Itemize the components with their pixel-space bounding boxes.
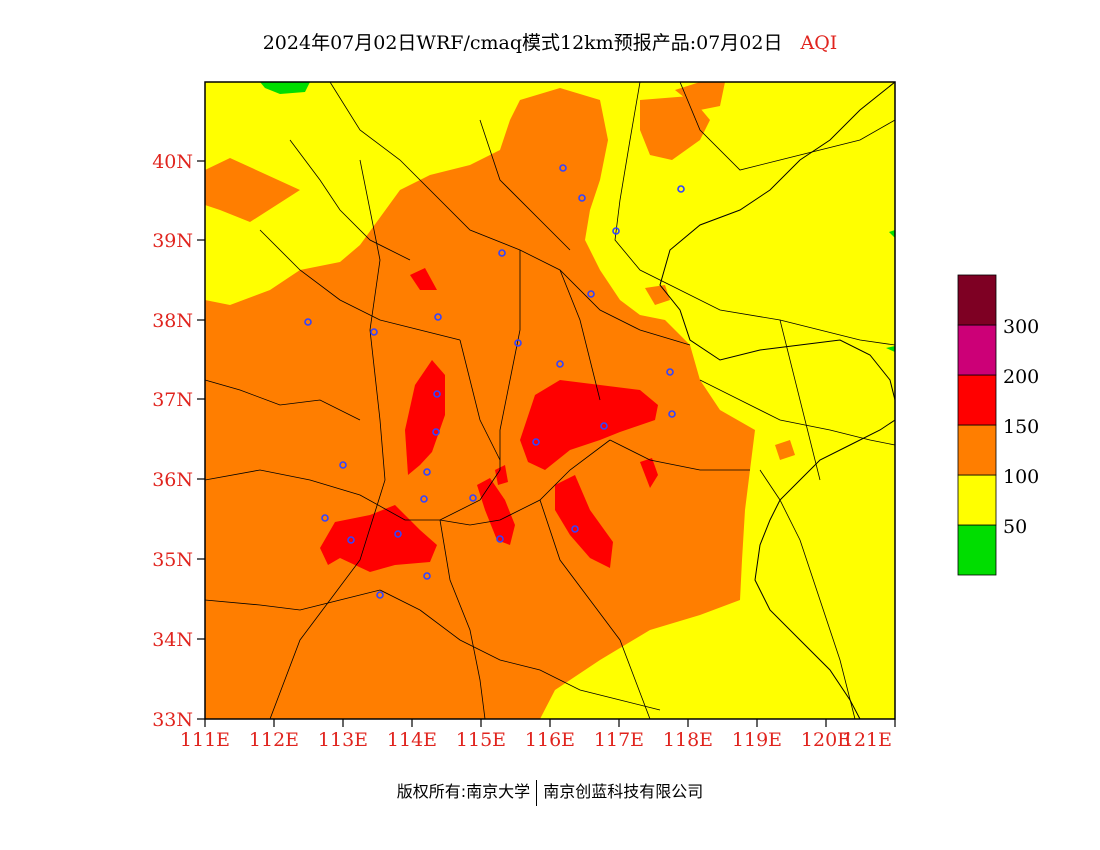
aqi-zone-sensitive (205, 88, 755, 719)
aqi-legend: 50 100 150 200 300 (957, 274, 1039, 576)
lon-label: 115E (456, 729, 506, 751)
legend-swatch (957, 474, 997, 526)
coastline (659, 82, 895, 719)
lon-label: 113E (318, 729, 368, 751)
lon-label: 112E (249, 729, 299, 751)
lon-label: 118E (663, 729, 713, 751)
legend-label: 300 (1003, 316, 1039, 338)
legend-label: 100 (1003, 466, 1039, 488)
title-variable: AQI (800, 32, 838, 54)
legend-swatch (957, 524, 997, 576)
axis-ticks (197, 160, 896, 727)
city-markers (304, 164, 685, 599)
lat-label: 39N (152, 230, 193, 252)
aqi-zone-good (260, 82, 310, 94)
admin-boundaries (205, 82, 895, 719)
aqi-zone-unhealthy (320, 268, 658, 572)
lat-label: 36N (152, 469, 193, 491)
lat-label: 37N (152, 389, 193, 411)
legend-label: 50 (1003, 516, 1027, 538)
map-plot-area (205, 82, 895, 719)
lat-label: 35N (152, 549, 193, 571)
copyright-owner: 版权所有:南京大学 (396, 782, 531, 801)
lat-label: 34N (152, 629, 193, 651)
lon-label: 117E (594, 729, 644, 751)
lat-label: 38N (152, 310, 193, 332)
lat-label: 33N (152, 709, 193, 731)
legend-swatch (957, 424, 997, 476)
legend-label: 200 (1003, 366, 1039, 388)
copyright-company: 南京创蓝科技有限公司 (543, 782, 704, 801)
latitude-labels: 33N 34N 35N 36N 37N 38N 39N 40N (152, 151, 193, 731)
lon-label: 120E (801, 729, 851, 751)
legend-swatch (957, 374, 997, 426)
legend-swatch (957, 274, 997, 326)
legend-swatch (957, 324, 997, 376)
legend-label: 150 (1003, 416, 1039, 438)
title-main: 2024年07月02日WRF/cmaq模式12km预报产品:07月02日 (262, 32, 783, 54)
lon-label: 111E (180, 729, 230, 751)
lon-label: 119E (732, 729, 782, 751)
lon-label: 114E (387, 729, 437, 751)
footer-divider (536, 779, 538, 806)
copyright-footer: 版权所有:南京大学 南京创蓝科技有限公司 (0, 778, 1100, 806)
lon-label: 121E (842, 729, 892, 751)
longitude-labels: 111E 112E 113E 114E 115E 116E 117E 118E … (180, 729, 892, 751)
figure-title: 2024年07月02日WRF/cmaq模式12km预报产品:07月02日 AQI (0, 28, 1100, 55)
lat-label: 40N (152, 151, 193, 173)
lon-label: 116E (525, 729, 575, 751)
